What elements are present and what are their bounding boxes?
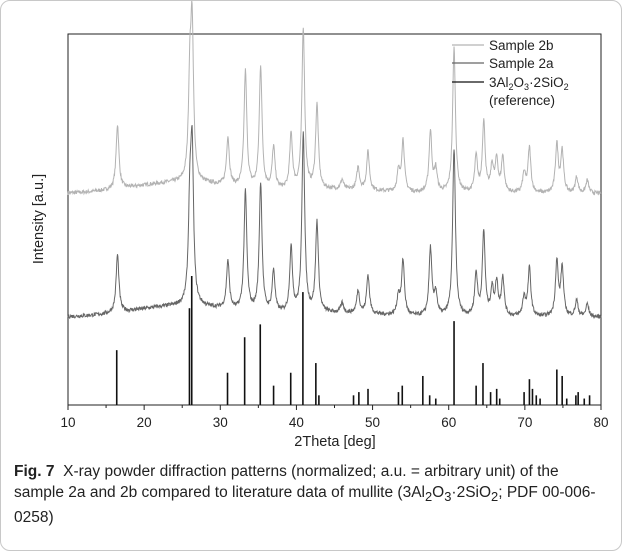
legend-label-reference: 3Al2O3·2SiO2 — [489, 75, 569, 92]
x-tick-label-60: 60 — [441, 415, 456, 430]
pattern-line — [67, 125, 602, 320]
x-axis-ticks: 10 20 30 40 50 60 70 80 — [60, 405, 609, 430]
x-tick-label-20: 20 — [137, 415, 152, 430]
figure-caption: Fig. 7 X-ray powder diffraction patterns… — [14, 461, 610, 528]
figure-number: Fig. 7 — [14, 463, 55, 480]
legend-label-sample-2b: Sample 2b — [489, 38, 554, 53]
x-tick-label-10: 10 — [60, 415, 75, 430]
y-axis-label: Intensity [a.u.] — [31, 174, 47, 264]
x-tick-label-40: 40 — [289, 415, 304, 430]
x-tick-label-70: 70 — [517, 415, 532, 430]
legend: Sample 2b Sample 2a 3Al2O3·2SiO2 (refere… — [452, 38, 569, 108]
series-3al2o3-2sio2 — [115, 275, 591, 405]
series-sample-2b — [67, 0, 602, 196]
pattern-line — [67, 0, 602, 196]
x-tick-label-50: 50 — [365, 415, 380, 430]
legend-label-reference-line2: (reference) — [489, 93, 555, 108]
caption-text: X-ray powder diffraction patterns (norma… — [14, 463, 596, 527]
x-tick-label-80: 80 — [593, 415, 608, 430]
plot-area: 10 20 30 40 50 60 70 80 — [60, 0, 609, 430]
series-sample-2a — [67, 125, 602, 320]
x-tick-label-30: 30 — [213, 415, 228, 430]
legend-label-sample-2a: Sample 2a — [489, 56, 554, 71]
series-layer — [67, 0, 602, 405]
x-axis-label: 2Theta [deg] — [294, 434, 375, 450]
